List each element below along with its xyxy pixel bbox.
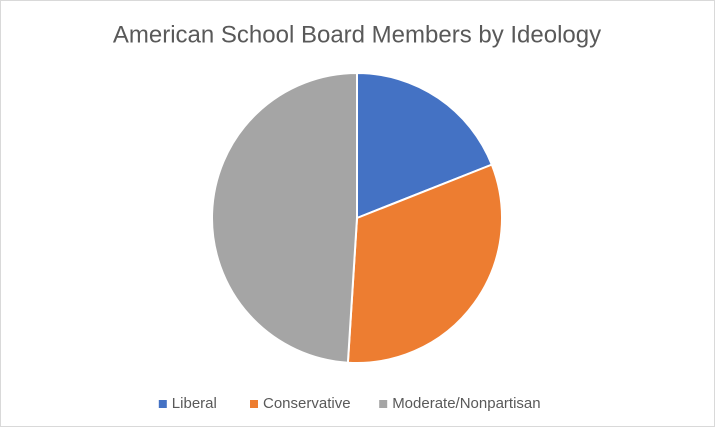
legend-label: Liberal xyxy=(172,395,217,412)
legend-swatch xyxy=(158,400,167,408)
legend-swatch xyxy=(250,400,258,408)
pie-slice xyxy=(210,71,358,364)
chart-title: American School Board Members by Ideolog… xyxy=(113,21,601,48)
pie-slice xyxy=(346,163,503,364)
legend-label: Conservative xyxy=(263,395,351,412)
legend-label: Moderate/Nonpartisan xyxy=(392,395,540,412)
legend-swatch xyxy=(379,400,388,408)
pie-slice xyxy=(356,71,494,220)
